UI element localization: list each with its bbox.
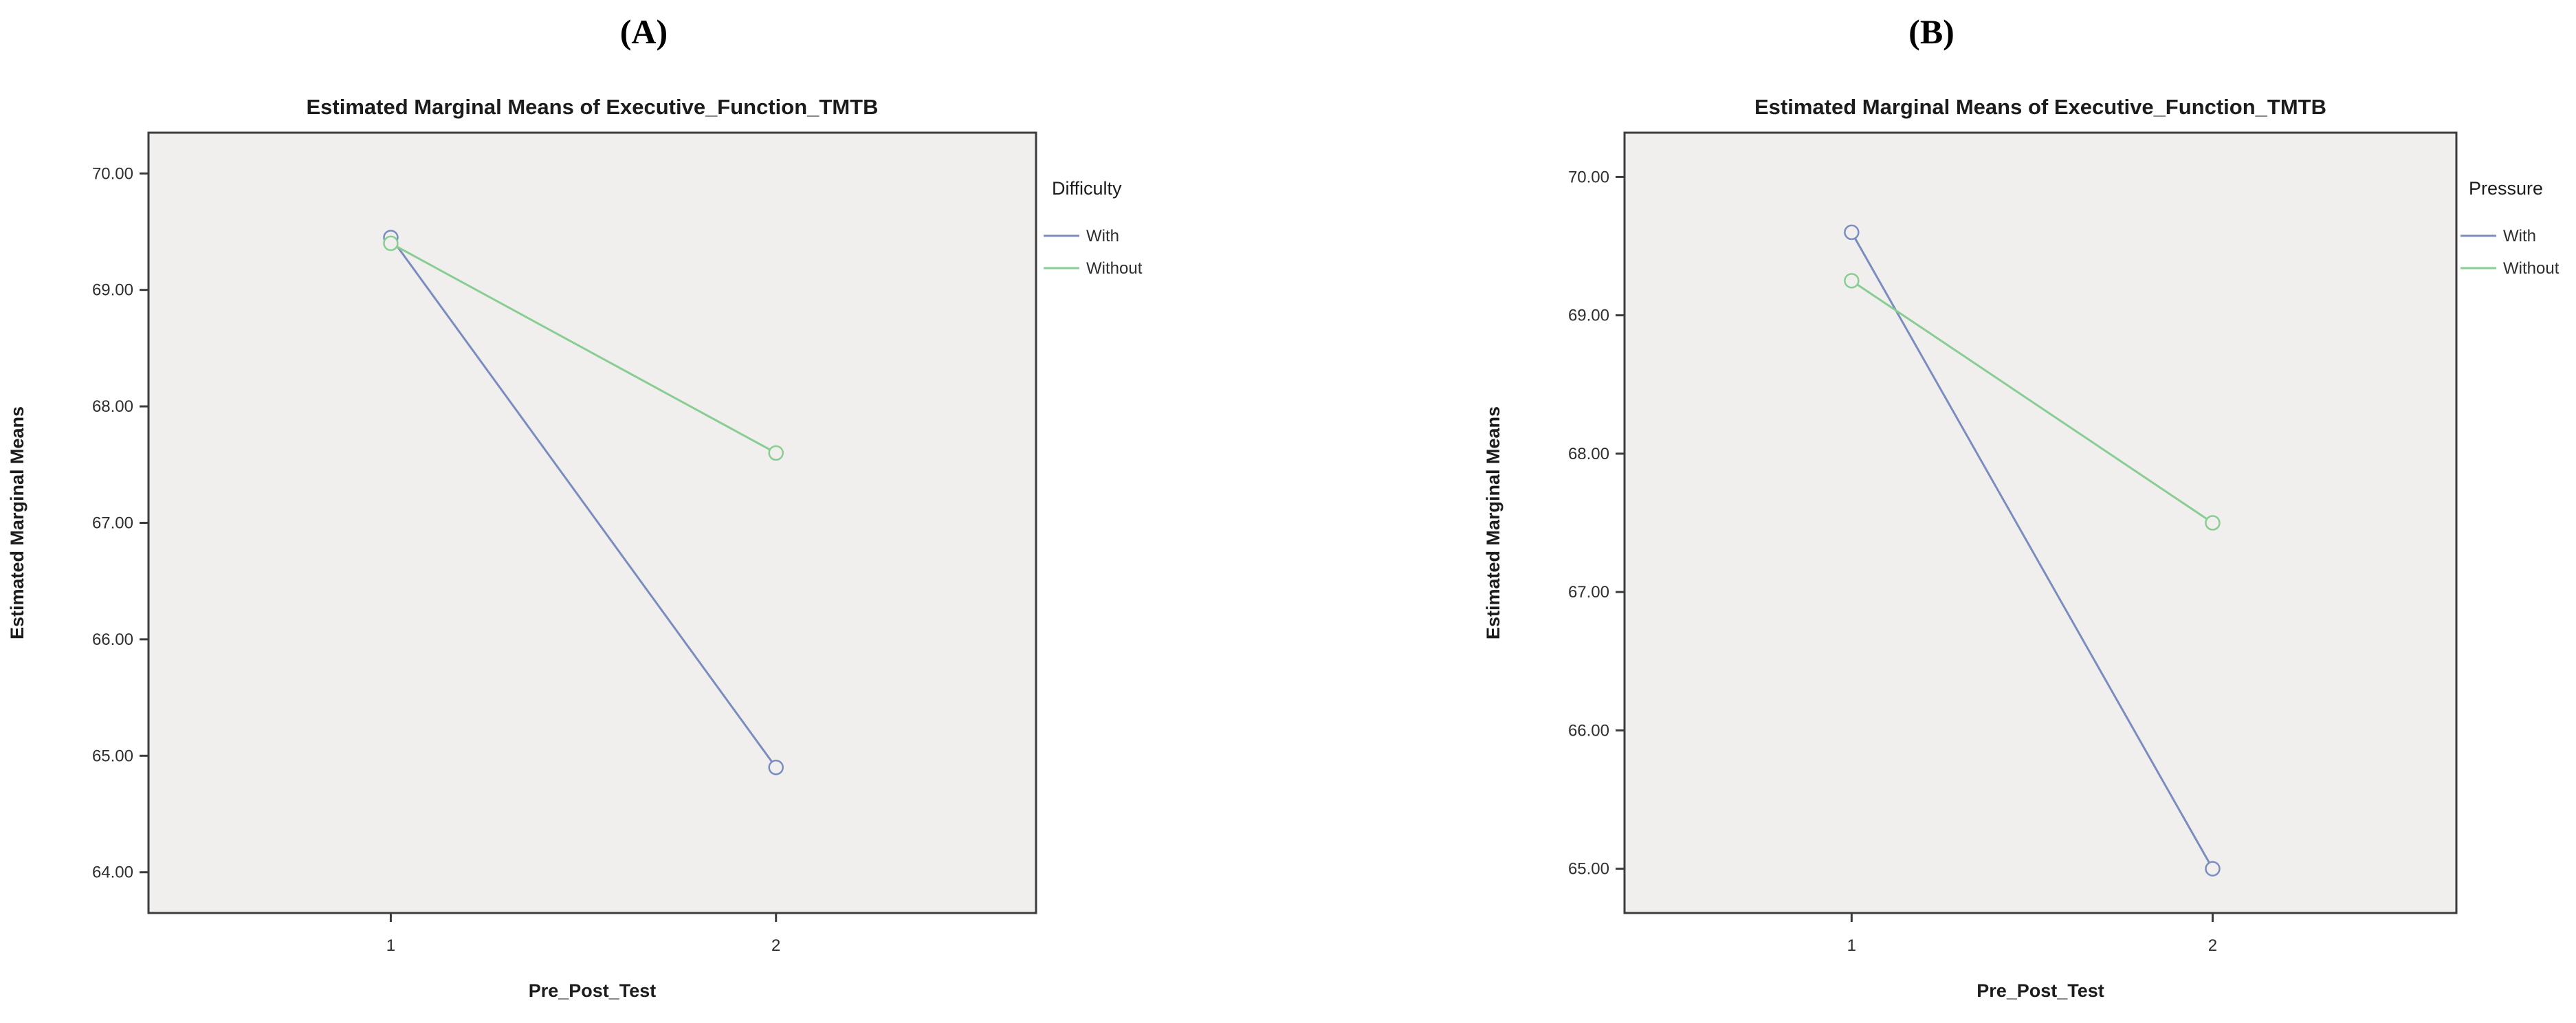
data-point-marker (768, 445, 784, 461)
panel-a: (A) Estimated Marginal Means of Executiv… (7, 12, 1143, 1001)
legend-entry-label: With (1086, 227, 1119, 245)
panel-a-label: (A) (619, 12, 668, 51)
x-tick-label: 2 (771, 936, 780, 955)
x-axis-title: Pre_Post_Test (529, 980, 657, 1001)
series-without (383, 235, 784, 461)
chart-title: Estimated Marginal Means of Executive_Fu… (1754, 95, 2326, 119)
panel-b: (B) Estimated Marginal Means of Executiv… (1288, 0, 2575, 1023)
legend: Pressure With Without (2461, 178, 2560, 278)
legend-title: Difficulty (1052, 178, 1122, 199)
y-tick-label: 68.00 (1568, 445, 1609, 463)
y-tick-label: 66.00 (92, 630, 133, 649)
chart-a-svg: Estimated Marginal Means of Executive_Fu… (7, 95, 1143, 1001)
y-tick-label: 68.00 (92, 397, 133, 416)
legend-entry-label: With (2503, 227, 2536, 245)
y-tick-label: 67.00 (92, 514, 133, 533)
y-axis: 65.00 66.00 67.00 68.00 69.00 70.00 (1568, 168, 1625, 879)
data-point-marker (2205, 861, 2221, 877)
y-tick-label: 70.00 (1568, 168, 1609, 186)
x-tick-label: 1 (386, 936, 395, 955)
y-tick-label: 66.00 (1568, 721, 1609, 740)
panel-b-label: (B) (1908, 12, 1955, 51)
y-tick-label: 70.00 (92, 164, 133, 183)
y-tick-label: 69.00 (92, 281, 133, 300)
x-tick-label: 2 (2208, 936, 2217, 955)
y-axis: 64.00 65.00 66.00 67.00 68.00 69.00 70.00 (92, 164, 148, 882)
y-tick-label: 67.00 (1568, 583, 1609, 602)
series-with (1844, 224, 2221, 877)
legend-entry-label: Without (1086, 259, 1143, 278)
x-tick-label: 1 (1847, 936, 1856, 955)
y-tick-label: 65.00 (92, 747, 133, 765)
chart-b-svg: Estimated Marginal Means of Executive_Fu… (1483, 95, 2560, 1001)
y-tick-label: 69.00 (1568, 307, 1609, 325)
data-point-marker (383, 235, 399, 252)
data-point-marker (1844, 224, 1860, 241)
legend-title: Pressure (2469, 178, 2543, 199)
y-tick-label: 65.00 (1568, 860, 1609, 879)
plot-area (1623, 131, 2458, 914)
x-axis-title: Pre_Post_Test (1977, 980, 2104, 1001)
y-tick-label: 64.00 (92, 864, 133, 882)
y-axis-title: Estimated Marginal Means (1483, 406, 1504, 639)
chart-title: Estimated Marginal Means of Executive_Fu… (307, 95, 879, 119)
data-point-marker (2205, 515, 2221, 531)
legend-entry-label: Without (2503, 259, 2560, 278)
data-point-marker (768, 759, 784, 776)
plot-area (147, 131, 1037, 914)
data-point-marker (1844, 273, 1860, 289)
series-without (1844, 273, 2221, 531)
legend: Difficulty With Without (1044, 178, 1143, 278)
y-axis-title: Estimated Marginal Means (7, 406, 27, 639)
